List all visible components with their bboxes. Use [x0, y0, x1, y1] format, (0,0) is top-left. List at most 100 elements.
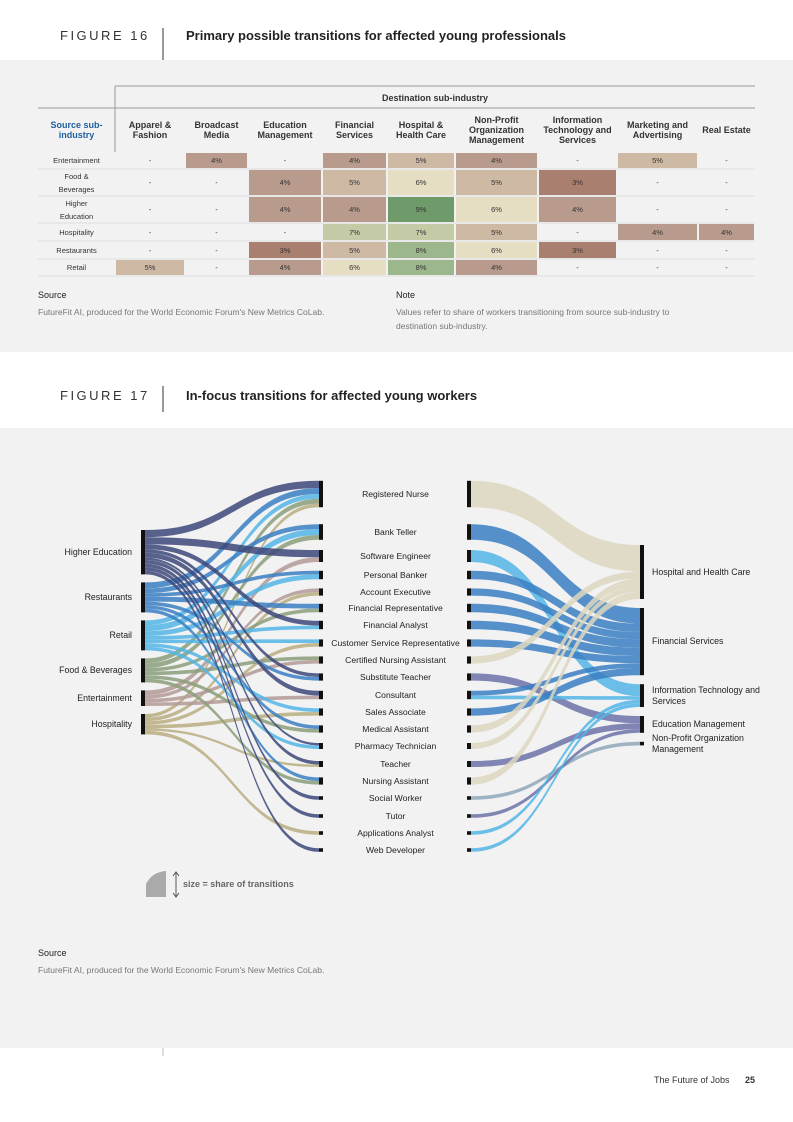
- occupation-label: Teacher: [380, 758, 411, 769]
- occupation-label: Applications Analyst: [357, 827, 434, 838]
- column-header: Non-Profit Organization Management: [468, 115, 524, 145]
- flow-in: [145, 503, 319, 718]
- table-cell: 6%: [456, 197, 537, 222]
- column-header: Real Estate: [702, 125, 751, 135]
- destination-label: Information Technology and Services: [652, 684, 760, 706]
- flow-in: [145, 695, 319, 706]
- table-cell: 5%: [388, 153, 454, 168]
- table-cell: 9%: [388, 197, 454, 222]
- occupation-label: Registered Nurse: [362, 488, 429, 499]
- occupation-node-out: [467, 708, 471, 716]
- occupation-node-in: [319, 524, 323, 540]
- source-label: Hospitality: [91, 718, 132, 729]
- occupation-label: Financial Representative: [348, 602, 443, 613]
- source-label: Source: [38, 948, 67, 958]
- table-cell: -: [576, 263, 579, 272]
- table-cell: -: [215, 178, 218, 187]
- flow-out: [471, 699, 640, 835]
- destination-label: Financial Services: [652, 636, 724, 647]
- flow-in: [145, 675, 319, 733]
- table-cell: -: [656, 178, 659, 187]
- table-cell: -: [576, 227, 579, 237]
- table-cell: 5%: [456, 224, 537, 240]
- flow-in: [145, 524, 319, 594]
- table-cell: -: [725, 178, 728, 187]
- occupation-node-in: [319, 831, 323, 835]
- occupation-label: Pharmacy Technician: [354, 740, 437, 751]
- flow-in: [145, 601, 319, 681]
- destination-node: [640, 684, 644, 707]
- occupation-node-out: [467, 831, 471, 835]
- table-cell: -: [148, 227, 152, 237]
- destination-label: Non-Profit Organization Management: [652, 732, 744, 754]
- source-text: FutureFit AI, produced for the World Eco…: [38, 965, 325, 975]
- table-cell: 4%: [323, 153, 386, 168]
- table-cell: -: [148, 205, 152, 214]
- flow-in: [145, 646, 319, 749]
- occupation-node-in: [319, 588, 323, 596]
- occupation-node-out: [467, 673, 471, 681]
- occupation-node-out: [467, 550, 471, 562]
- table-cell: 4%: [249, 260, 321, 275]
- table-cell: -: [725, 245, 728, 255]
- table-cell: 5%: [116, 260, 184, 275]
- destination-label: Hospital and Health Care: [652, 566, 751, 577]
- table-cell: 6%: [323, 260, 386, 275]
- table-cell: 4%: [323, 197, 386, 222]
- source-node: [141, 582, 145, 613]
- table-cell: -: [656, 245, 659, 255]
- flow-in: [145, 563, 319, 800]
- table-cell: 4%: [456, 153, 537, 168]
- occupation-node-out: [467, 480, 471, 508]
- table-cell: -: [725, 263, 728, 272]
- source-node: [141, 620, 145, 651]
- flow-in: [145, 643, 319, 725]
- source-text: FutureFit AI, produced for the World Eco…: [38, 307, 325, 317]
- table-cell: -: [215, 205, 218, 214]
- source-node: [141, 530, 145, 575]
- occupation-label: Personal Banker: [363, 569, 428, 580]
- source-node: [141, 690, 145, 706]
- occupation-node-in: [319, 550, 323, 562]
- flow-in: [145, 592, 319, 722]
- flow-in: [145, 557, 319, 746]
- legend-text: size = share of transitions: [183, 879, 294, 889]
- occupation-node-in: [319, 814, 323, 818]
- table-cell: 5%: [323, 170, 386, 195]
- occupation-node-out: [467, 848, 471, 852]
- flow-in: [145, 574, 319, 636]
- occupation-label: Certified Nursing Assistant: [345, 654, 446, 665]
- table-cell: -: [725, 205, 728, 214]
- table-cell: 6%: [388, 170, 454, 195]
- column-header: Apparel & Fashion: [128, 120, 172, 140]
- column-header: Marketing and Advertising: [626, 120, 688, 140]
- occupation-node-in: [319, 656, 323, 664]
- row-label: Higher Education: [59, 198, 94, 221]
- flow-in: [145, 560, 319, 765]
- figure-label: FIGURE 17: [60, 388, 150, 403]
- flow-in: [145, 728, 319, 767]
- source-label: Restaurants: [84, 591, 132, 602]
- row-label: Hospitality: [59, 227, 94, 237]
- occupation-label: Account Executive: [360, 586, 431, 597]
- source-node: [141, 658, 145, 683]
- occupation-node-out: [467, 570, 471, 580]
- table-cell: -: [656, 263, 659, 272]
- note-text: Values refer to share of workers transit…: [396, 307, 670, 331]
- occupation-label: Sales Associate: [365, 706, 426, 717]
- table-cell: 5%: [323, 242, 386, 258]
- occupation-node-out: [467, 524, 471, 540]
- table-cell: 8%: [388, 242, 454, 258]
- flow-in: [145, 544, 319, 626]
- occupation-node-in: [319, 761, 323, 767]
- flow-out: [471, 591, 640, 785]
- occupation-node-in: [319, 708, 323, 716]
- page-number: 25: [745, 1075, 756, 1085]
- occupation-node-in: [319, 796, 323, 800]
- source-label: Entertainment: [77, 692, 132, 703]
- column-header: Education Management: [257, 120, 313, 140]
- occupation-node-out: [467, 743, 471, 749]
- occupation-node-in: [319, 777, 323, 785]
